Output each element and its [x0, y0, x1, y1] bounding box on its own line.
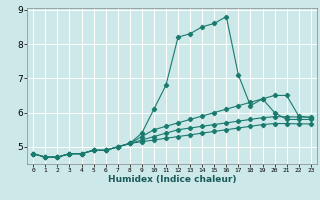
X-axis label: Humidex (Indice chaleur): Humidex (Indice chaleur)	[108, 175, 236, 184]
